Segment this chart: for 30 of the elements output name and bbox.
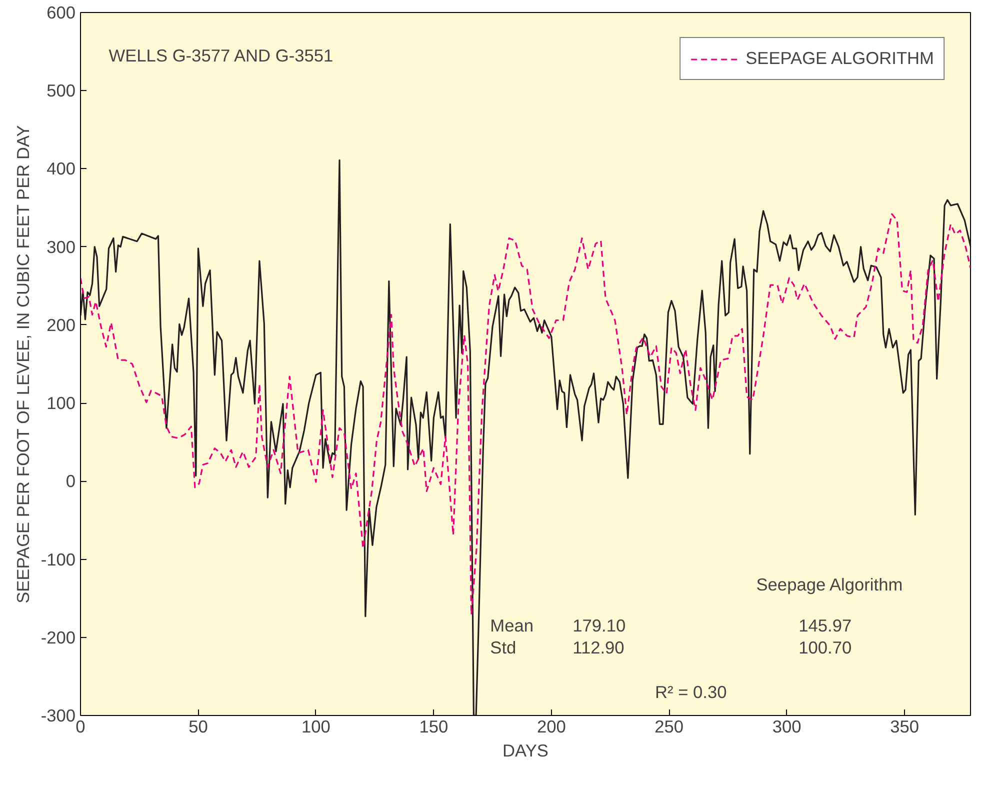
annotation: Mean — [490, 616, 534, 636]
annotation: Std — [490, 638, 516, 658]
x-tick-label: 50 — [188, 716, 208, 736]
annotation: WELLS G-3577 AND G-3551 — [108, 45, 334, 66]
y-tick-label: 400 — [46, 158, 76, 179]
y-axis-title: SEEPAGE PER FOOT OF LEVEE, IN CUBIC FEET PER DAY — [12, 124, 33, 604]
x-axis-title: DAYS — [502, 740, 548, 760]
y-tick-label: 200 — [46, 314, 76, 335]
annotation: Seepage Algorithm — [756, 574, 903, 594]
x-tick-label: 200 — [536, 716, 566, 736]
x-tick-label: 150 — [419, 716, 448, 736]
annotation: R² = 0.30 — [654, 682, 727, 702]
y-tick-label: 100 — [46, 393, 76, 414]
x-tick-label: 100 — [301, 716, 330, 736]
y-tick-label: 600 — [46, 2, 76, 22]
y-tick-label: -300 — [40, 706, 76, 726]
x-tick-label: 250 — [654, 716, 684, 736]
legend-label: SEEPAGE ALGORITHM — [746, 48, 934, 69]
y-tick-label: 0 — [66, 471, 76, 492]
x-tick-label: 300 — [772, 716, 802, 736]
x-tick-label: 350 — [890, 716, 920, 736]
y-tick-label: 300 — [46, 236, 76, 257]
y-tick-label: 500 — [46, 80, 76, 101]
annotation: 100.70 — [798, 638, 852, 658]
annotation: 145.97 — [798, 616, 852, 636]
y-tick-label: -100 — [40, 549, 76, 570]
line-series — [80, 213, 970, 616]
annotation: 112.90 — [572, 638, 624, 658]
annotation: 179.10 — [572, 616, 626, 636]
y-tick-label: -200 — [40, 627, 76, 648]
